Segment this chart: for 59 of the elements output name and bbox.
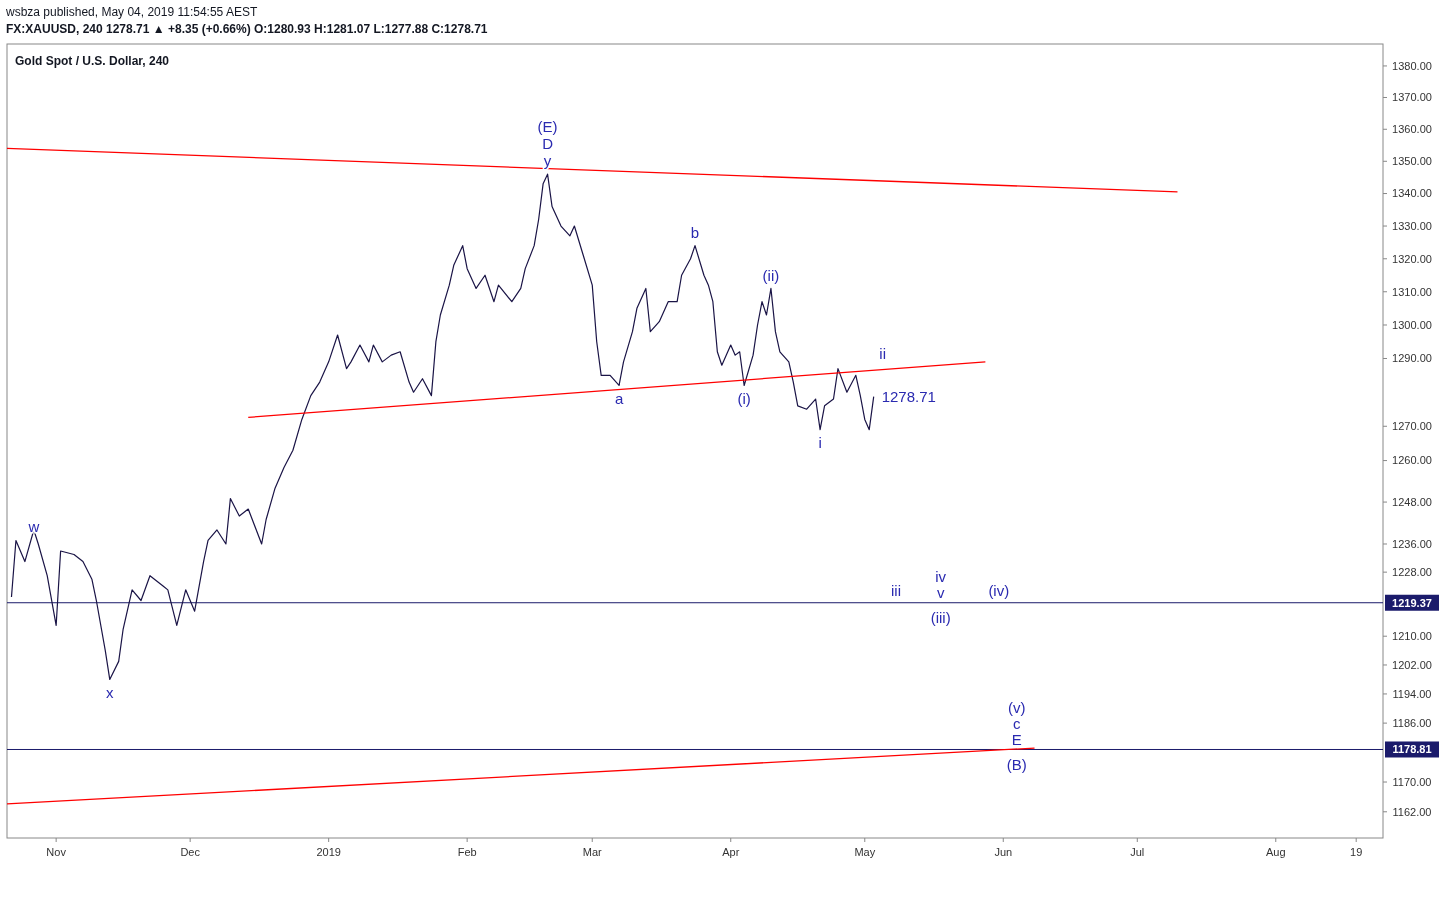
y-tick-label: 1350.00 — [1392, 155, 1432, 168]
annotation: x — [106, 683, 114, 701]
annotation: iv — [935, 567, 947, 585]
x-tick-label: 2019 — [316, 846, 341, 858]
annotation: (ii) — [762, 266, 780, 284]
y-tick-label: 1380.00 — [1392, 59, 1432, 72]
x-tick-label: Nov — [46, 846, 67, 858]
annotation: i — [818, 433, 822, 451]
y-tick-label: 1310.00 — [1392, 285, 1432, 298]
y-tick-label: 1360.00 — [1392, 123, 1432, 136]
y-tick-label: 1300.00 — [1392, 318, 1432, 331]
annotation: (iii) — [930, 608, 951, 626]
y-tick-label: 1370.00 — [1392, 91, 1432, 104]
annotation: (E) — [537, 118, 558, 136]
text: Gold Spot / U.S. Dollar, 240 — [15, 54, 170, 68]
y-tick-label: 1202.00 — [1392, 658, 1432, 671]
ref-line-label: 1219.37 — [1392, 596, 1432, 609]
x-tick-label: Aug — [1265, 846, 1286, 858]
x-tick-label: Feb — [457, 846, 477, 858]
line-series — [10, 173, 875, 681]
annotation: E — [1011, 730, 1022, 748]
annotation: c — [1012, 714, 1021, 732]
y-tick-label: 1236.00 — [1392, 537, 1432, 550]
annotation: y — [543, 152, 552, 170]
annotation: 1278.71 — [881, 387, 936, 405]
annotation: (i) — [737, 389, 751, 407]
x-tick-label: Jul — [1130, 846, 1145, 858]
y-tick-label: 1290.00 — [1392, 352, 1432, 365]
y-tick-label: 1330.00 — [1392, 219, 1432, 232]
annotation: (v) — [1007, 698, 1026, 716]
x-tick-label: Apr — [722, 846, 740, 858]
y-tick-label: 1260.00 — [1392, 454, 1432, 467]
y-tick-label: 1228.00 — [1392, 566, 1432, 578]
y-tick-label: 1340.00 — [1392, 187, 1432, 200]
y-tick-label: 1186.00 — [1392, 716, 1432, 729]
annotation: a — [614, 389, 624, 407]
annotation: (iv) — [988, 581, 1010, 599]
annotation: ii — [879, 344, 886, 362]
annotation: v — [936, 583, 945, 601]
annotation: (B) — [1006, 755, 1027, 773]
y-tick-label: 1210.00 — [1392, 630, 1432, 643]
y-tick-label: 1162.00 — [1392, 805, 1432, 818]
ref-line-label: 1178.81 — [1392, 743, 1432, 756]
x-tick-label: Dec — [180, 846, 201, 858]
x-tick-label: May — [854, 846, 876, 858]
annotation: D — [542, 135, 554, 153]
x-tick-label: 19 — [1350, 846, 1363, 858]
x-tick-label: Mar — [582, 846, 603, 858]
x-tick-label: Jun — [994, 846, 1013, 858]
annotation: b — [690, 223, 700, 241]
y-tick-label: 1270.00 — [1392, 420, 1432, 433]
y-tick-label: 1320.00 — [1392, 252, 1432, 265]
text: wsbza published, May 04, 2019 11:54:55 AEST — [5, 5, 258, 19]
annotation: w — [27, 517, 40, 535]
y-tick-label: 1170.00 — [1392, 775, 1432, 788]
y-tick-label: 1194.00 — [1392, 687, 1432, 700]
chart-subtitle: FX:XAUUSD, 240 1278.71 ▲ +8.35 (+0.66%) O:1280.93 H:1281.07 L:1277.88 C:1278.71 — [6, 22, 488, 36]
annotation: iii — [891, 581, 902, 599]
y-tick-label: 1248.00 — [1392, 495, 1432, 508]
